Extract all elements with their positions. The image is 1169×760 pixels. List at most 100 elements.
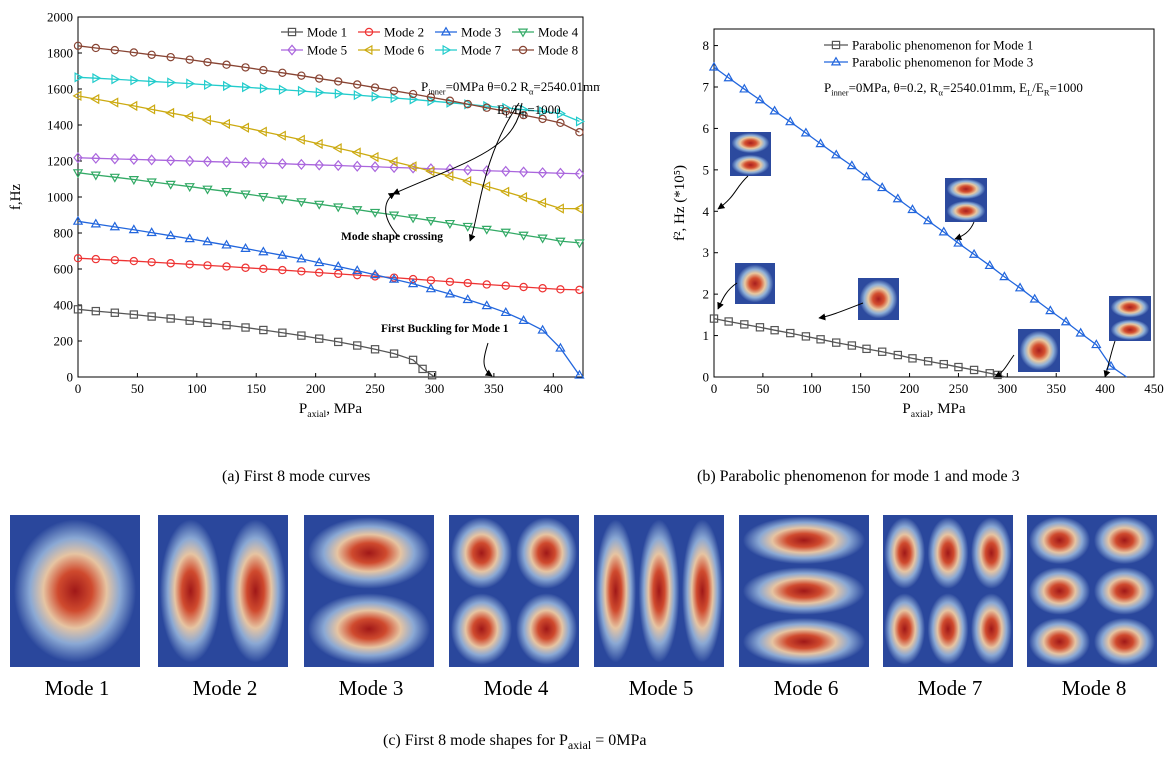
mode-shape-6: Mode 6 [736, 510, 876, 710]
series-1-point-16 [954, 362, 963, 372]
annotation-mode-crossing: Mode shape crossing [341, 231, 443, 243]
series-3-point-8 [221, 239, 232, 249]
series-6-point-21 [462, 175, 472, 187]
series-2-point-3 [754, 94, 766, 104]
annotation-params-2-part-3: R [522, 109, 528, 119]
series-2-point-15 [938, 226, 949, 236]
mode-shape-2: Mode 2 [155, 510, 295, 710]
x-axis-label-part-1: axial [307, 409, 326, 420]
series-1 [709, 314, 1006, 380]
shape-lobe-5-2-0 [681, 519, 723, 663]
annotation-params-1-part-2: =0MPa θ=0.2 R [446, 79, 530, 94]
series-6-point-0 [72, 90, 82, 102]
legend-entry-2: Mode 2 [358, 25, 424, 40]
x-tick-label-2: 100 [802, 381, 822, 396]
annotation-params-part-1: inner [831, 87, 849, 97]
series-1-point-2 [740, 320, 749, 329]
series-6-line [77, 95, 580, 210]
mode-shape-4-contour [449, 515, 579, 667]
series-5 [73, 152, 585, 180]
series-5-point-2 [110, 153, 120, 165]
series-6-point-25 [537, 197, 547, 208]
series-7-point-9 [242, 82, 252, 93]
series-7-point-21 [464, 99, 474, 110]
legend-label-8: Mode 8 [538, 43, 578, 58]
series-2-point-27 [575, 285, 584, 295]
series-5-point-6 [184, 155, 195, 167]
series-2-point-20 [445, 277, 455, 286]
series-6-point-24 [518, 192, 528, 203]
series-7-point-25 [539, 106, 549, 117]
legend-marker-5 [287, 44, 297, 56]
x-tick-label-0: 0 [75, 381, 82, 396]
legend-marker-1 [287, 27, 297, 37]
caption-c-sub: axial [567, 738, 592, 753]
series-6-point-18 [407, 161, 417, 172]
series-4-point-17 [388, 211, 400, 221]
arrow-to-crossing-upper [392, 102, 523, 195]
shape-lobe-3-0-0 [307, 517, 431, 589]
shape-lobe-2-0-0 [159, 519, 222, 663]
series-6-point-13 [313, 138, 323, 150]
x-tick-label-1: 50 [756, 381, 769, 396]
annotation-params-1-part-1: inner [428, 86, 446, 96]
series-1-line [77, 308, 435, 378]
series-6-point-7 [201, 114, 211, 126]
y-tick-label-5: 5 [703, 162, 710, 177]
annotation-params-1: Pinner=0MPa θ=0.2 Rα=2540.01mm [421, 79, 600, 96]
mode-shapes-row: Mode 1 Mode 2 Mode 3 Mode 4 Mode 5 Mode 6 Mode… [0, 510, 1169, 710]
annotation-params-1-part-4: =2540.01mm [533, 79, 600, 94]
shape-lobe-8-0-0 [1028, 516, 1091, 565]
series-6-point-1 [90, 93, 100, 105]
legend-entry-1: Parabolic phenomenon for Mode 1 [824, 38, 1033, 53]
shape-lobe-8-1-1 [1093, 567, 1156, 615]
inset-mode3-right-lobe-0-0 [1110, 296, 1150, 318]
series-1-point-9 [847, 341, 857, 350]
legend-entry-5: Mode 5 [281, 43, 347, 58]
series-1-point-15 [939, 359, 948, 369]
x-axis-label: Paxial, MPa [902, 401, 965, 420]
series-2-point-11 [877, 182, 888, 192]
x-tick-label-2: 100 [187, 381, 207, 396]
series-8-point-15 [353, 80, 362, 89]
annotation-params-part-6: /E [1032, 80, 1044, 95]
x-axis-label-part-2: , MPa [930, 401, 966, 417]
x-tick-label-4: 200 [306, 381, 326, 396]
shape-lobe-6-0-1 [742, 567, 866, 615]
annotation-first-buckling: First Buckling for Mode 1 [381, 323, 509, 335]
legend-marker-1 [831, 40, 841, 50]
inset-mode3-left [730, 132, 771, 176]
mode-shape-5: Mode 5 [591, 510, 731, 710]
annotation-params-2-part-2: /E [510, 102, 522, 117]
series-7-point-1 [92, 73, 102, 84]
series-6-point-8 [221, 118, 231, 130]
series-7-point-13 [315, 87, 325, 98]
y-tick-label-6: 1200 [47, 154, 73, 169]
x-axis-label-part-2: , MPa [326, 401, 362, 417]
series-4-point-1 [90, 171, 102, 181]
series-2-point-24 [1075, 327, 1086, 337]
legend-label-1: Parabolic phenomenon for Mode 1 [852, 38, 1033, 53]
series-2-point-21 [463, 278, 472, 288]
series-6-point-6 [184, 111, 194, 122]
series-5-point-5 [165, 154, 176, 167]
shape-lobe-4-0-1 [450, 593, 513, 665]
series-6-point-12 [295, 134, 305, 145]
series-5-point-26 [555, 167, 566, 179]
legend-marker-4 [517, 28, 529, 38]
arrow-to-buckling [483, 342, 493, 377]
chart-b: 0 50 100 150 200 250 300 350 400 450 0 1 2 3 4 5 6 7 8 Paxi… [672, 28, 1164, 420]
series-7-point-14 [334, 88, 344, 99]
shape-lobe-5-1-0 [638, 519, 680, 663]
inset-mode3-left-lobe-0-0 [731, 132, 770, 154]
series-2-point-0 [73, 254, 83, 263]
plot-frame [713, 28, 1155, 378]
series-1-point-11 [877, 347, 887, 356]
series-8-point-26 [556, 118, 565, 128]
series-5-point-16 [370, 161, 380, 173]
x-axis-label-part-0: P [299, 401, 307, 417]
legend-label-3: Mode 3 [461, 25, 501, 40]
series-1-point-16 [370, 345, 380, 354]
x-tick-label-0: 0 [711, 381, 718, 396]
x-tick-label-6: 300 [425, 381, 445, 396]
